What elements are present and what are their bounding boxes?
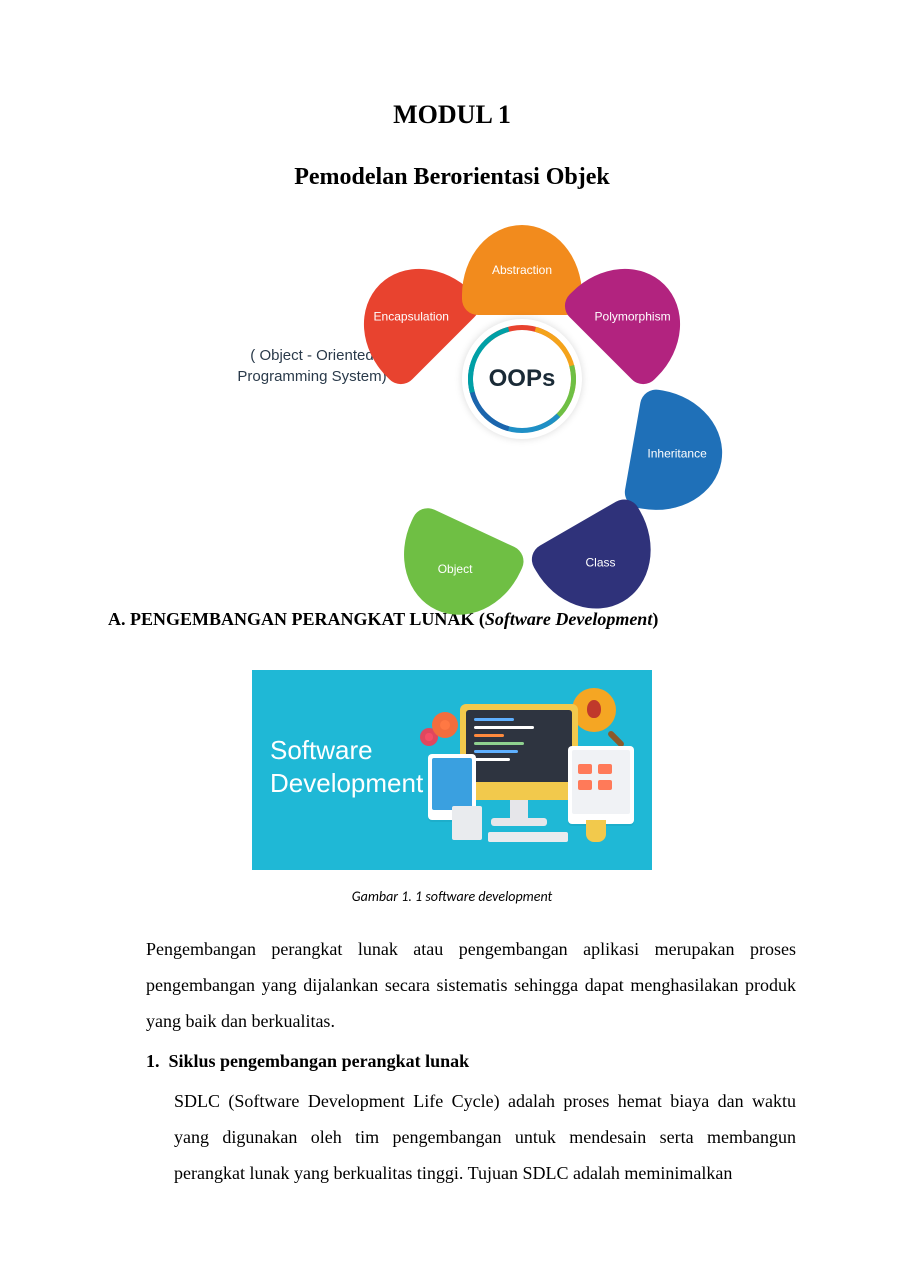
oop-petal-inheritance: Inheritance xyxy=(622,387,731,521)
figure-caption: Gambar 1. 1 software development xyxy=(108,888,796,905)
section-a-close: ) xyxy=(652,609,658,629)
list-item-1-body: SDLC (Software Development Life Cycle) a… xyxy=(174,1083,796,1191)
oop-diagram: ( Object - Oriented Programming System) … xyxy=(108,219,796,539)
sd-figure: Software Development xyxy=(252,670,652,870)
section-a-title-italic: Software Development xyxy=(485,609,652,629)
oop-side-label-line1: ( Object - Oriented xyxy=(250,347,373,364)
sd-figure-wrap: Software Development xyxy=(108,670,796,870)
intro-paragraph: Pengembangan perangkat lunak atau pengem… xyxy=(146,931,796,1039)
keyboard-icon xyxy=(488,832,568,842)
mug-icon xyxy=(586,820,606,842)
list-item-1-number: 1. xyxy=(146,1051,160,1071)
section-a-prefix: A. xyxy=(108,609,130,629)
sd-figure-title: Software Development xyxy=(270,734,423,799)
gear-large-icon xyxy=(432,712,458,738)
list-item-1-head: 1. Siklus pengembangan perangkat lunak xyxy=(146,1043,796,1079)
module-title: MODUL 1 xyxy=(108,100,796,130)
oop-side-label-line2: Programming System) xyxy=(237,368,386,385)
sd-title-line2: Development xyxy=(270,768,423,798)
list-item-1-heading: Siklus pengembangan perangkat lunak xyxy=(169,1051,470,1071)
bug-icon xyxy=(587,700,601,718)
tablet-right-icon xyxy=(568,746,634,824)
monitor-icon xyxy=(460,704,578,800)
section-a-title: PENGEMBANGAN PERANGKAT LUNAK ( xyxy=(130,609,485,629)
sd-title-line1: Software xyxy=(270,735,373,765)
bag-icon xyxy=(452,806,482,840)
module-subtitle: Pemodelan Berorientasi Objek xyxy=(108,164,796,191)
